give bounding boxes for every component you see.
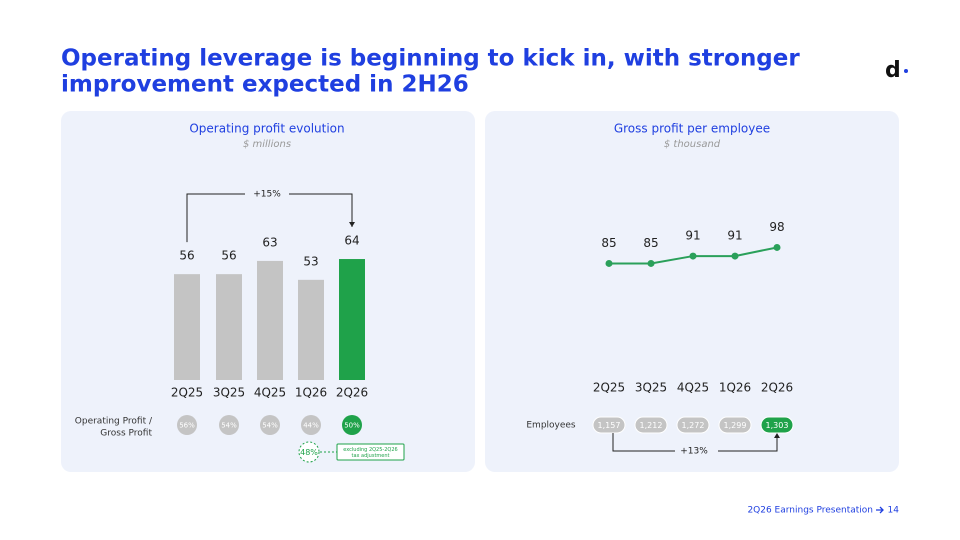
value-label: 85 (601, 236, 616, 250)
value-label: 63 (262, 235, 277, 249)
logo-dot (904, 69, 908, 73)
x-tick-label: 2Q25 (171, 386, 203, 400)
value-label: 64 (344, 234, 359, 248)
logo: d (885, 58, 901, 83)
x-tick-label: 3Q25 (635, 381, 667, 395)
ratio-row-label: Operating Profit / (75, 417, 153, 427)
adjusted-note: excluding 2Q25-2Q26 tax adjustment (343, 447, 397, 459)
point (773, 243, 781, 251)
slide-title-line: Operating leverage is beginning to kick … (61, 46, 800, 72)
value-label: 53 (303, 254, 318, 268)
annotation: +15% (253, 190, 281, 200)
employees-row-label: Employees (526, 421, 576, 431)
ratio-label: 54% (262, 422, 278, 430)
ratio-marker (301, 415, 321, 435)
ratio-label: 50% (344, 422, 360, 430)
point (647, 259, 655, 267)
panel-right (485, 111, 899, 472)
employee-label: 1,272 (682, 421, 705, 430)
ratio-row-label: Gross Profit (100, 429, 152, 439)
point (689, 252, 697, 260)
bar (216, 274, 242, 380)
x-tick-label: 2Q26 (761, 381, 793, 395)
value-label: 85 (643, 236, 658, 250)
employee-pill (718, 416, 752, 434)
slide-title-line: improvement expected in 2H26 (61, 72, 469, 98)
chart-title: Operating profit evolution (189, 122, 344, 136)
x-tick-label: 2Q26 (336, 386, 368, 400)
point (605, 259, 613, 267)
value-label: 91 (727, 229, 742, 243)
bracket-arrow (774, 433, 780, 438)
employee-label: 1,299 (724, 421, 747, 430)
adjusted-label: 48% (300, 448, 318, 457)
employee-pill (634, 416, 668, 434)
bracket (612, 433, 778, 452)
x-tick-label: 1Q26 (719, 381, 751, 395)
footer-arrow (876, 506, 884, 514)
bar (257, 260, 283, 380)
bar (298, 279, 324, 380)
bar (174, 274, 200, 380)
adjusted-note-box (336, 443, 405, 461)
annotation: +13% (680, 447, 708, 457)
employee-pill (676, 416, 710, 434)
footer-text: 2Q26 Earnings Presentation (747, 506, 873, 516)
chart-subtitle: $ millions (243, 139, 291, 150)
chart-title: Gross profit per employee (614, 122, 770, 136)
x-tick-label: 3Q25 (213, 386, 245, 400)
ratio-label: 54% (221, 422, 237, 430)
x-tick-label: 2Q25 (593, 381, 625, 395)
x-tick-label: 4Q25 (254, 386, 286, 400)
point (731, 252, 739, 260)
page-number: 14 (888, 506, 900, 516)
ratio-marker (342, 415, 362, 435)
bar (339, 259, 365, 380)
employee-label: 1,303 (766, 421, 789, 430)
x-tick-label: 1Q26 (295, 386, 327, 400)
employee-pill (592, 416, 626, 434)
employee-label: 1,212 (640, 421, 663, 430)
value-label: 98 (769, 220, 784, 234)
employee-label: 1,157 (598, 421, 621, 430)
value-label: 91 (685, 229, 700, 243)
x-tick-label: 4Q25 (677, 381, 709, 395)
ratio-label: 44% (303, 422, 319, 430)
bracket-arrow (349, 222, 355, 228)
chart-subtitle: $ thousand (664, 139, 721, 150)
ratio-marker (260, 415, 280, 435)
ratio-marker (219, 415, 239, 435)
ratio-marker (177, 415, 197, 435)
ratio-label: 56% (179, 422, 195, 430)
value-label: 56 (179, 249, 194, 263)
adjusted-marker (298, 441, 320, 463)
value-label: 56 (221, 249, 236, 263)
bracket (186, 193, 353, 243)
